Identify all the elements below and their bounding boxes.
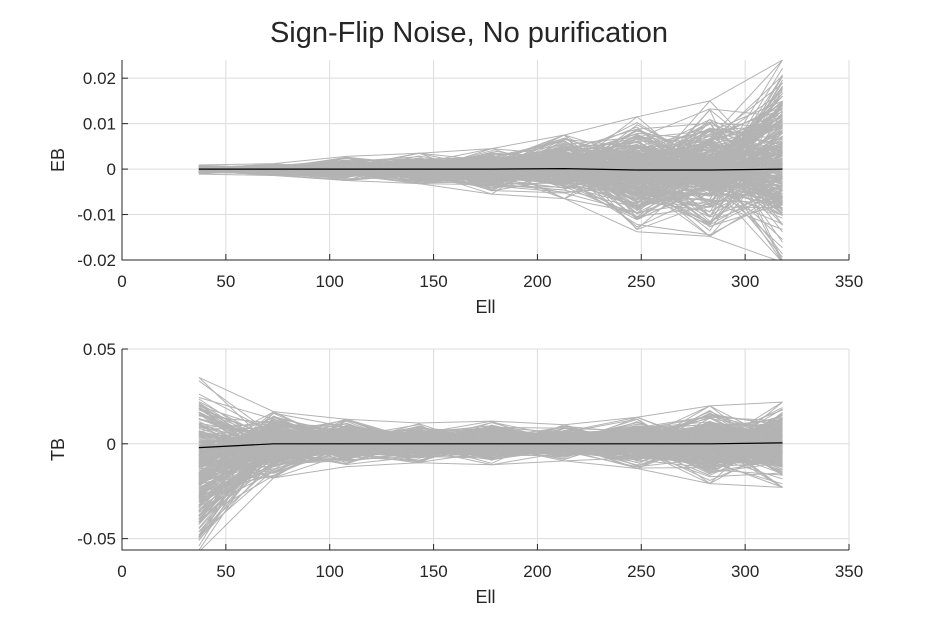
tb-x-tick-label: 100: [316, 562, 344, 581]
chart-title: Sign-Flip Noise, No purification: [270, 17, 668, 49]
tb-realizations: [198, 376, 783, 550]
tb-x-axis-label: Ell: [475, 587, 495, 607]
tb-x-tick-label: 300: [731, 562, 759, 581]
tb-realization-line: [198, 422, 783, 461]
tb-realization-line: [198, 434, 783, 479]
eb-y-tick-label: -0.02: [77, 251, 116, 270]
tb-realization-line: [198, 437, 783, 467]
eb-y-tick-label: 0.01: [83, 115, 116, 134]
tb-x-tick-label: 150: [419, 562, 447, 581]
tb-realization-line: [198, 432, 783, 467]
tb-x-tick-label: 350: [835, 562, 863, 581]
eb-x-tick-label: 300: [731, 272, 759, 291]
eb-realization-line: [198, 122, 783, 182]
eb-x-tick-label: 150: [419, 272, 447, 291]
eb-y-axis-label: EB: [48, 148, 68, 172]
eb-realization-line: [198, 108, 783, 196]
eb-x-axis-label: Ell: [475, 297, 495, 317]
tb-x-tick-label: 0: [117, 562, 126, 581]
eb-x-tick-label: 100: [316, 272, 344, 291]
eb-y-tick-label: 0.02: [83, 69, 116, 88]
eb-realization-extreme: [198, 173, 778, 260]
eb-x-tick-label: 0: [117, 272, 126, 291]
tb-y-tick-label: 0.05: [83, 340, 116, 359]
eb-subplot: 0 50 100 150 200 250 300 350 -0.02 -0.01 0 0.01 0.02…: [48, 60, 863, 317]
eb-x-tick-label: 250: [627, 272, 655, 291]
tb-realization-line: [198, 415, 783, 453]
eb-y-tick-label: -0.01: [77, 206, 116, 225]
eb-realization-line: [198, 152, 783, 225]
eb-x-tick-label: 50: [216, 272, 235, 291]
tb-realization-extreme: [198, 376, 783, 426]
tb-realization-line: [198, 431, 783, 454]
eb-y-tick-label: 0: [107, 160, 116, 179]
tb-x-tick-label: 50: [216, 562, 235, 581]
tb-y-tick-label: -0.05: [77, 530, 116, 549]
tb-mean-line: [198, 442, 783, 449]
tb-y-axis-label: TB: [48, 438, 68, 461]
eb-x-tick-label: 200: [523, 272, 551, 291]
tb-realization-line: [198, 431, 783, 480]
tb-realization-line: [198, 427, 783, 458]
eb-realization-extreme: [198, 60, 783, 166]
tb-y-tick-label: 0: [107, 435, 116, 454]
eb-mean-line: [198, 167, 783, 171]
tb-x-tick-label: 250: [627, 562, 655, 581]
eb-x-tick-label: 350: [835, 272, 863, 291]
tb-realization-line: [198, 435, 783, 459]
tb-realization-extreme: [200, 460, 783, 550]
eb-realization-line: [198, 156, 783, 190]
eb-realizations: [198, 60, 783, 260]
tb-realization-line: [198, 425, 783, 462]
tb-realization-line: [198, 427, 783, 498]
tb-x-tick-label: 200: [523, 562, 551, 581]
